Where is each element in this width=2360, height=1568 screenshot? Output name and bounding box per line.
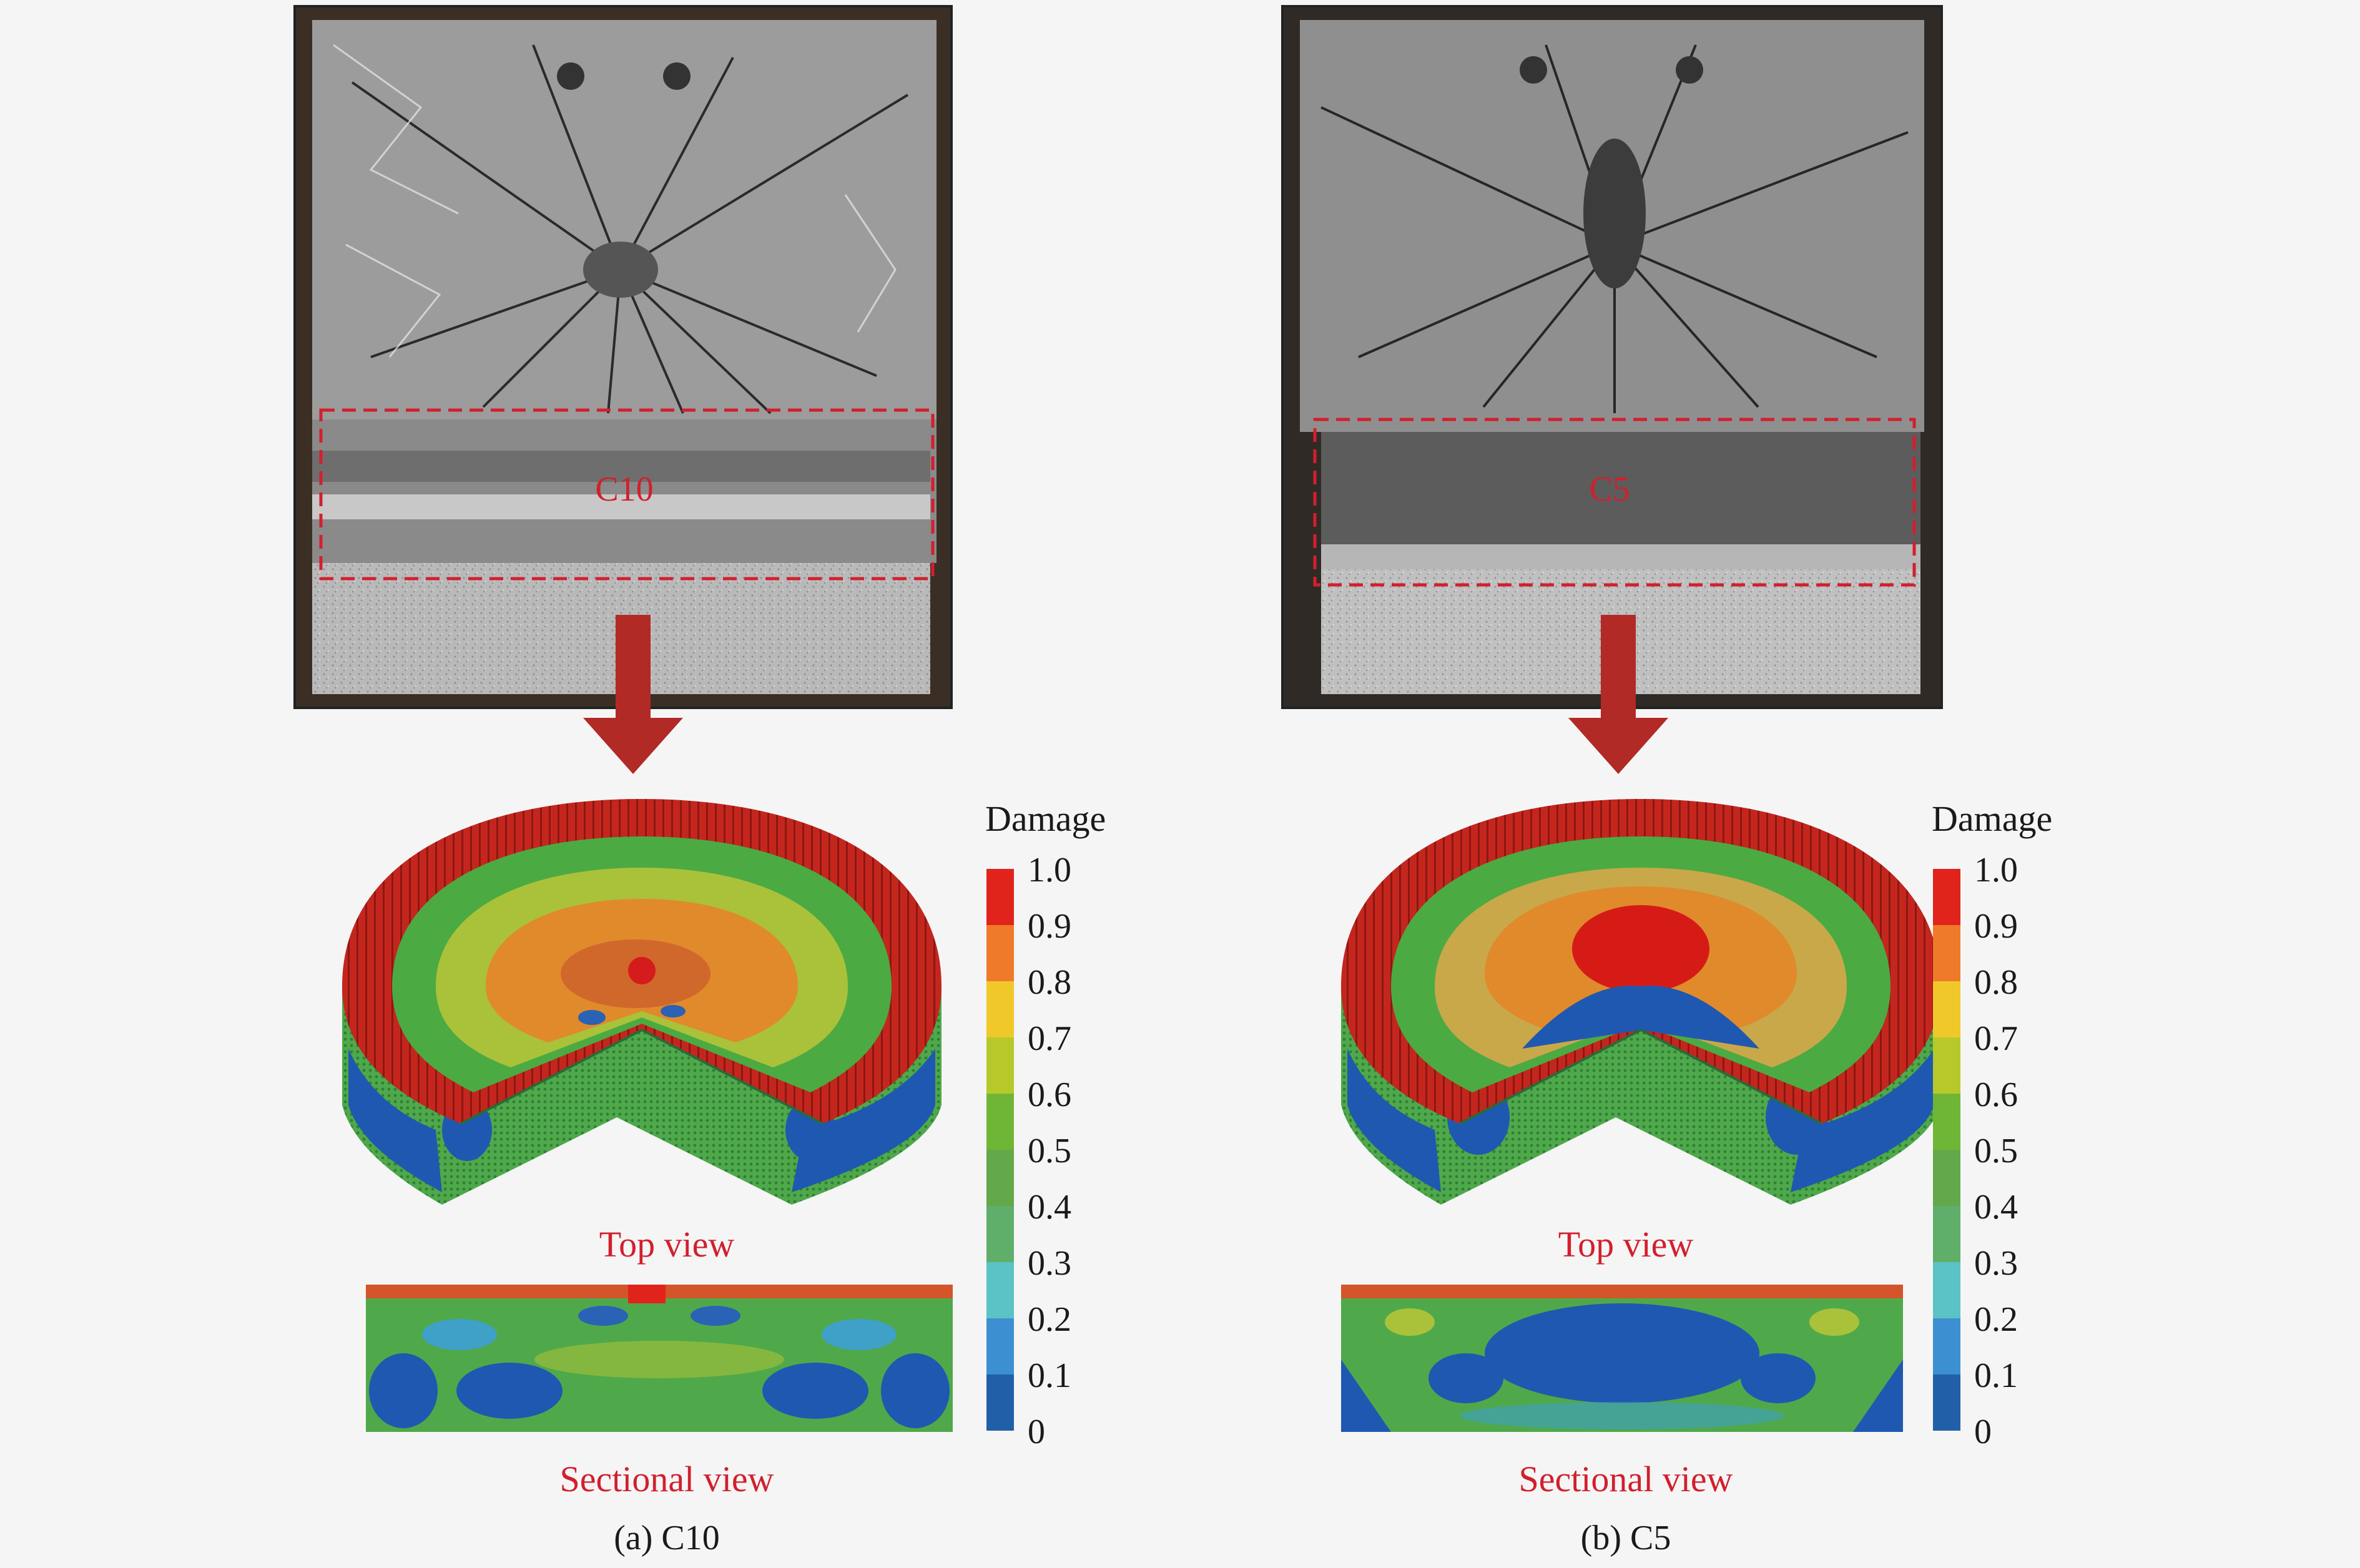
colorbar-segment bbox=[986, 869, 1014, 925]
specimen-photo-c5 bbox=[1281, 5, 1943, 709]
colorbar-tick-label: 0.2 bbox=[1028, 1300, 1071, 1339]
colorbar-tick-label: 0.7 bbox=[1974, 1019, 2018, 1058]
colorbar-tick-label: 0.3 bbox=[1028, 1244, 1071, 1283]
top-view-label-c10: Top view bbox=[599, 1224, 735, 1265]
colorbar-a bbox=[986, 869, 1014, 1431]
colorbar-tick-label: 0.4 bbox=[1974, 1188, 2018, 1227]
colorbar-tick-label: 0.3 bbox=[1974, 1244, 2018, 1283]
colorbar-segment bbox=[986, 1318, 1014, 1374]
colorbar-tick-label: 0.9 bbox=[1028, 907, 1071, 946]
colorbar-tick-label: 0.1 bbox=[1974, 1356, 2018, 1395]
colorbar-segment bbox=[986, 1094, 1014, 1150]
colorbar-segment bbox=[986, 1262, 1014, 1318]
colorbar-tick-label: 0.5 bbox=[1974, 1132, 2018, 1170]
colorbar-segment bbox=[986, 1037, 1014, 1094]
colorbar-tick-label: 0.6 bbox=[1974, 1076, 2018, 1114]
colorbar-segment bbox=[986, 981, 1014, 1037]
colorbar-segment bbox=[1933, 1374, 1960, 1431]
colorbar-tick-label: 1.0 bbox=[1028, 851, 1071, 889]
colorbar-tick-label: 0.2 bbox=[1974, 1300, 2018, 1339]
colorbar-tick-label: 0.8 bbox=[1028, 963, 1071, 1002]
specimen-photo-c10 bbox=[293, 5, 953, 709]
photo-label-c10: C10 bbox=[595, 470, 654, 509]
colorbar-tick-label: 0.4 bbox=[1028, 1188, 1071, 1227]
colorbar-segment bbox=[986, 1206, 1014, 1262]
damage-model-sectional-view-c5 bbox=[1341, 1285, 1903, 1432]
colorbar-segment bbox=[1933, 1150, 1960, 1206]
damage-model-top-view-c5 bbox=[1335, 780, 1947, 1217]
colorbar-b bbox=[1933, 869, 1960, 1431]
colorbar-tick-label: 0.7 bbox=[1028, 1019, 1071, 1058]
colorbar-tick-label: 0.9 bbox=[1974, 907, 2018, 946]
colorbar-segment bbox=[1933, 869, 1960, 925]
colorbar-segment bbox=[1933, 981, 1960, 1037]
colorbar-segment bbox=[1933, 925, 1960, 981]
damage-model-sectional-view-c10 bbox=[366, 1285, 953, 1432]
caption-b: (b) C5 bbox=[1580, 1519, 1671, 1557]
colorbar-tick-label: 0 bbox=[1028, 1413, 1045, 1451]
colorbar-segment bbox=[1933, 1206, 1960, 1262]
colorbar-segment bbox=[1933, 1262, 1960, 1318]
colorbar-tick-label: 0 bbox=[1974, 1413, 1992, 1451]
colorbar-tick-label: 1.0 bbox=[1974, 851, 2018, 889]
down-arrow-icon bbox=[583, 615, 683, 774]
down-arrow-icon bbox=[1568, 615, 1668, 774]
colorbar-tick-label: 0.6 bbox=[1028, 1076, 1071, 1114]
sectional-view-label-c5: Sectional view bbox=[1518, 1459, 1733, 1499]
colorbar-segment bbox=[986, 1374, 1014, 1431]
colorbar-segment bbox=[1933, 1037, 1960, 1094]
colorbar-title-b: Damage bbox=[1932, 798, 2053, 839]
colorbar-segment bbox=[986, 1150, 1014, 1206]
photo-label-c5: C5 bbox=[1589, 470, 1630, 509]
caption-a: (a) C10 bbox=[614, 1519, 720, 1557]
colorbar-segment bbox=[1933, 1094, 1960, 1150]
colorbar-tick-label: 0.1 bbox=[1028, 1356, 1071, 1395]
colorbar-segment bbox=[1933, 1318, 1960, 1374]
top-view-label-c5: Top view bbox=[1558, 1224, 1694, 1265]
damage-model-top-view-c10 bbox=[336, 780, 948, 1217]
colorbar-title-a: Damage bbox=[985, 798, 1106, 839]
colorbar-tick-label: 0.5 bbox=[1028, 1132, 1071, 1170]
colorbar-tick-label: 0.8 bbox=[1974, 963, 2018, 1002]
sectional-view-label-c10: Sectional view bbox=[559, 1459, 774, 1499]
colorbar-segment bbox=[986, 925, 1014, 981]
